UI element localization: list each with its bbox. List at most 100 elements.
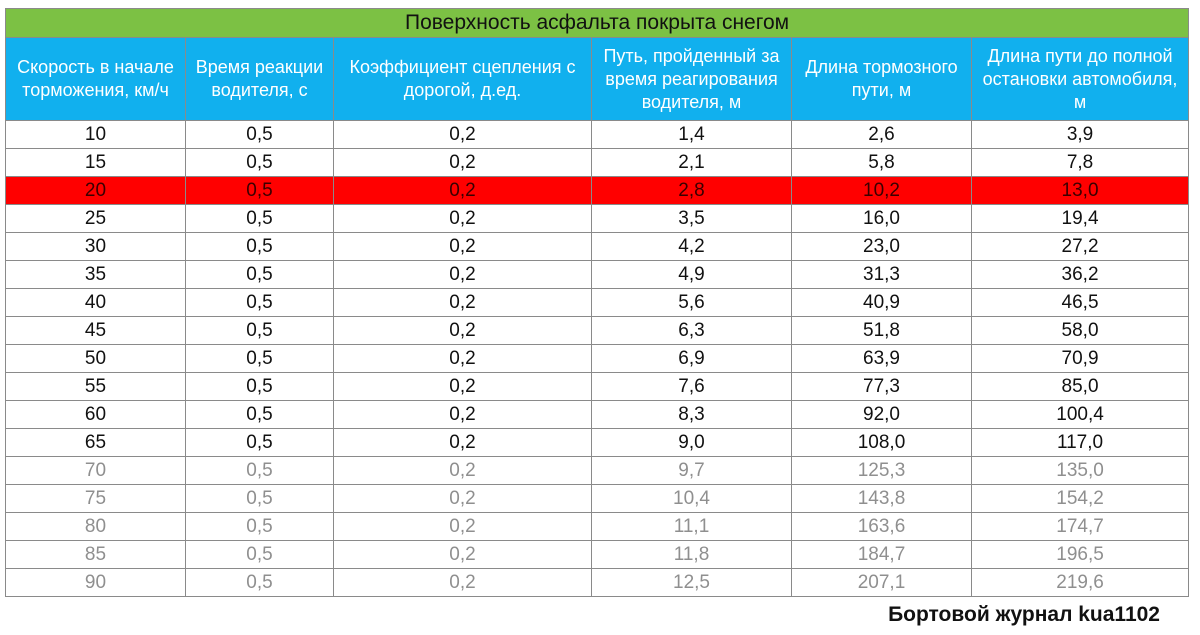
table-row: 65 0,5 0,2 9,0 108,0 117,0 [5,428,1190,457]
cell-reaction-time: 0,5 [185,316,334,345]
cell-reaction-time: 0,5 [185,428,334,457]
cell-braking-distance: 2,6 [791,120,972,149]
cell-stopping-distance: 46,5 [970,288,1190,317]
cell-friction-coefficient: 0,2 [333,372,592,401]
cell-reaction-time: 0,5 [185,568,334,597]
cell-speed: 10 [5,120,186,149]
table-row: 10 0,5 0,2 1,4 2,6 3,9 [5,120,1190,149]
cell-friction-coefficient: 0,2 [333,456,592,485]
table-row: 40 0,5 0,2 5,6 40,9 46,5 [5,288,1190,317]
cell-stopping-distance: 154,2 [970,484,1190,513]
watermark-text: Бортовой журнал kua1102 [888,603,1160,626]
cell-speed: 45 [5,316,186,345]
cell-braking-distance: 184,7 [791,540,972,569]
cell-reaction-distance: 9,7 [591,456,792,485]
cell-reaction-time: 0,5 [185,540,334,569]
cell-stopping-distance: 19,4 [970,204,1190,233]
table-row: 55 0,5 0,2 7,6 77,3 85,0 [5,372,1190,401]
cell-speed: 80 [5,512,186,541]
cell-braking-distance: 40,9 [791,288,972,317]
cell-reaction-distance: 12,5 [591,568,792,597]
cell-stopping-distance: 27,2 [970,232,1190,261]
cell-friction-coefficient: 0,2 [333,148,592,177]
table-row: 80 0,5 0,2 11,1 163,6 174,7 [5,512,1190,541]
cell-speed: 30 [5,232,186,261]
cell-braking-distance: 23,0 [791,232,972,261]
table-row: 15 0,5 0,2 2,1 5,8 7,8 [5,148,1190,177]
cell-friction-coefficient: 0,2 [333,316,592,345]
cell-reaction-distance: 4,9 [591,260,792,289]
cell-reaction-distance: 11,1 [591,512,792,541]
cell-reaction-distance: 6,3 [591,316,792,345]
cell-reaction-time: 0,5 [185,288,334,317]
cell-stopping-distance: 3,9 [970,120,1190,149]
cell-reaction-distance: 11,8 [591,540,792,569]
cell-friction-coefficient: 0,2 [333,204,592,233]
cell-reaction-time: 0,5 [185,484,334,513]
cell-friction-coefficient: 0,2 [333,484,592,513]
table-body: 10 0,5 0,2 1,4 2,6 3,9 15 0,5 0,2 2,1 5,8 7,8 20 0,5 0… [5,120,1190,597]
cell-speed: 35 [5,260,186,289]
cell-friction-coefficient: 0,2 [333,540,592,569]
cell-reaction-distance: 10,4 [591,484,792,513]
cell-reaction-distance: 2,1 [591,148,792,177]
cell-stopping-distance: 219,6 [970,568,1190,597]
cell-friction-coefficient: 0,2 [333,232,592,261]
table-row: 20 0,5 0,2 2,8 10,2 13,0 [5,176,1190,205]
table-row: 30 0,5 0,2 4,2 23,0 27,2 [5,232,1190,261]
table-title-row: Поверхность асфальта покрыта снегом [4,8,1190,38]
cell-braking-distance: 143,8 [791,484,972,513]
cell-stopping-distance: 70,9 [970,344,1190,373]
cell-reaction-distance: 7,6 [591,372,792,401]
cell-stopping-distance: 100,4 [970,400,1190,429]
table-row: 45 0,5 0,2 6,3 51,8 58,0 [5,316,1190,345]
cell-stopping-distance: 117,0 [970,428,1190,457]
cell-reaction-time: 0,5 [185,204,334,233]
cell-speed: 50 [5,344,186,373]
cell-stopping-distance: 174,7 [970,512,1190,541]
cell-braking-distance: 77,3 [791,372,972,401]
cell-reaction-time: 0,5 [185,344,334,373]
cell-stopping-distance: 135,0 [970,456,1190,485]
cell-braking-distance: 163,6 [791,512,972,541]
table-row: 60 0,5 0,2 8,3 92,0 100,4 [5,400,1190,429]
cell-stopping-distance: 85,0 [970,372,1190,401]
cell-reaction-distance: 2,8 [591,176,792,205]
cell-speed: 70 [5,456,186,485]
table-title: Поверхность асфальта покрыта снегом [4,8,1190,38]
cell-braking-distance: 51,8 [791,316,972,345]
cell-reaction-distance: 8,3 [591,400,792,429]
cell-braking-distance: 92,0 [791,400,972,429]
cell-reaction-time: 0,5 [185,372,334,401]
cell-friction-coefficient: 0,2 [333,428,592,457]
cell-speed: 65 [5,428,186,457]
cell-speed: 55 [5,372,186,401]
cell-friction-coefficient: 0,2 [333,400,592,429]
table-row: 70 0,5 0,2 9,7 125,3 135,0 [5,456,1190,485]
table-row: 50 0,5 0,2 6,9 63,9 70,9 [5,344,1190,373]
cell-braking-distance: 207,1 [791,568,972,597]
column-header-friction-coefficient: Коэффициент сцепления с дорогой, д.ед. [333,37,592,121]
cell-reaction-distance: 4,2 [591,232,792,261]
column-header-stopping-distance: Длина пути до полной остановки автомобил… [970,37,1190,121]
table-header-row: Скорость в начале торможения, км/ч Время… [5,37,1190,121]
cell-braking-distance: 5,8 [791,148,972,177]
cell-reaction-distance: 5,6 [591,288,792,317]
cell-braking-distance: 10,2 [791,176,972,205]
cell-friction-coefficient: 0,2 [333,344,592,373]
table-row: 25 0,5 0,2 3,5 16,0 19,4 [5,204,1190,233]
column-header-braking-distance: Длина тормозного пути, м [791,37,972,121]
cell-reaction-distance: 3,5 [591,204,792,233]
cell-stopping-distance: 196,5 [970,540,1190,569]
cell-stopping-distance: 58,0 [970,316,1190,345]
cell-reaction-time: 0,5 [185,400,334,429]
column-header-reaction-distance: Путь, пройденный за время реагирования в… [591,37,792,121]
cell-friction-coefficient: 0,2 [333,288,592,317]
cell-speed: 75 [5,484,186,513]
cell-friction-coefficient: 0,2 [333,512,592,541]
cell-speed: 25 [5,204,186,233]
cell-reaction-time: 0,5 [185,456,334,485]
cell-reaction-time: 0,5 [185,176,334,205]
table-row: 75 0,5 0,2 10,4 143,8 154,2 [5,484,1190,513]
cell-braking-distance: 108,0 [791,428,972,457]
